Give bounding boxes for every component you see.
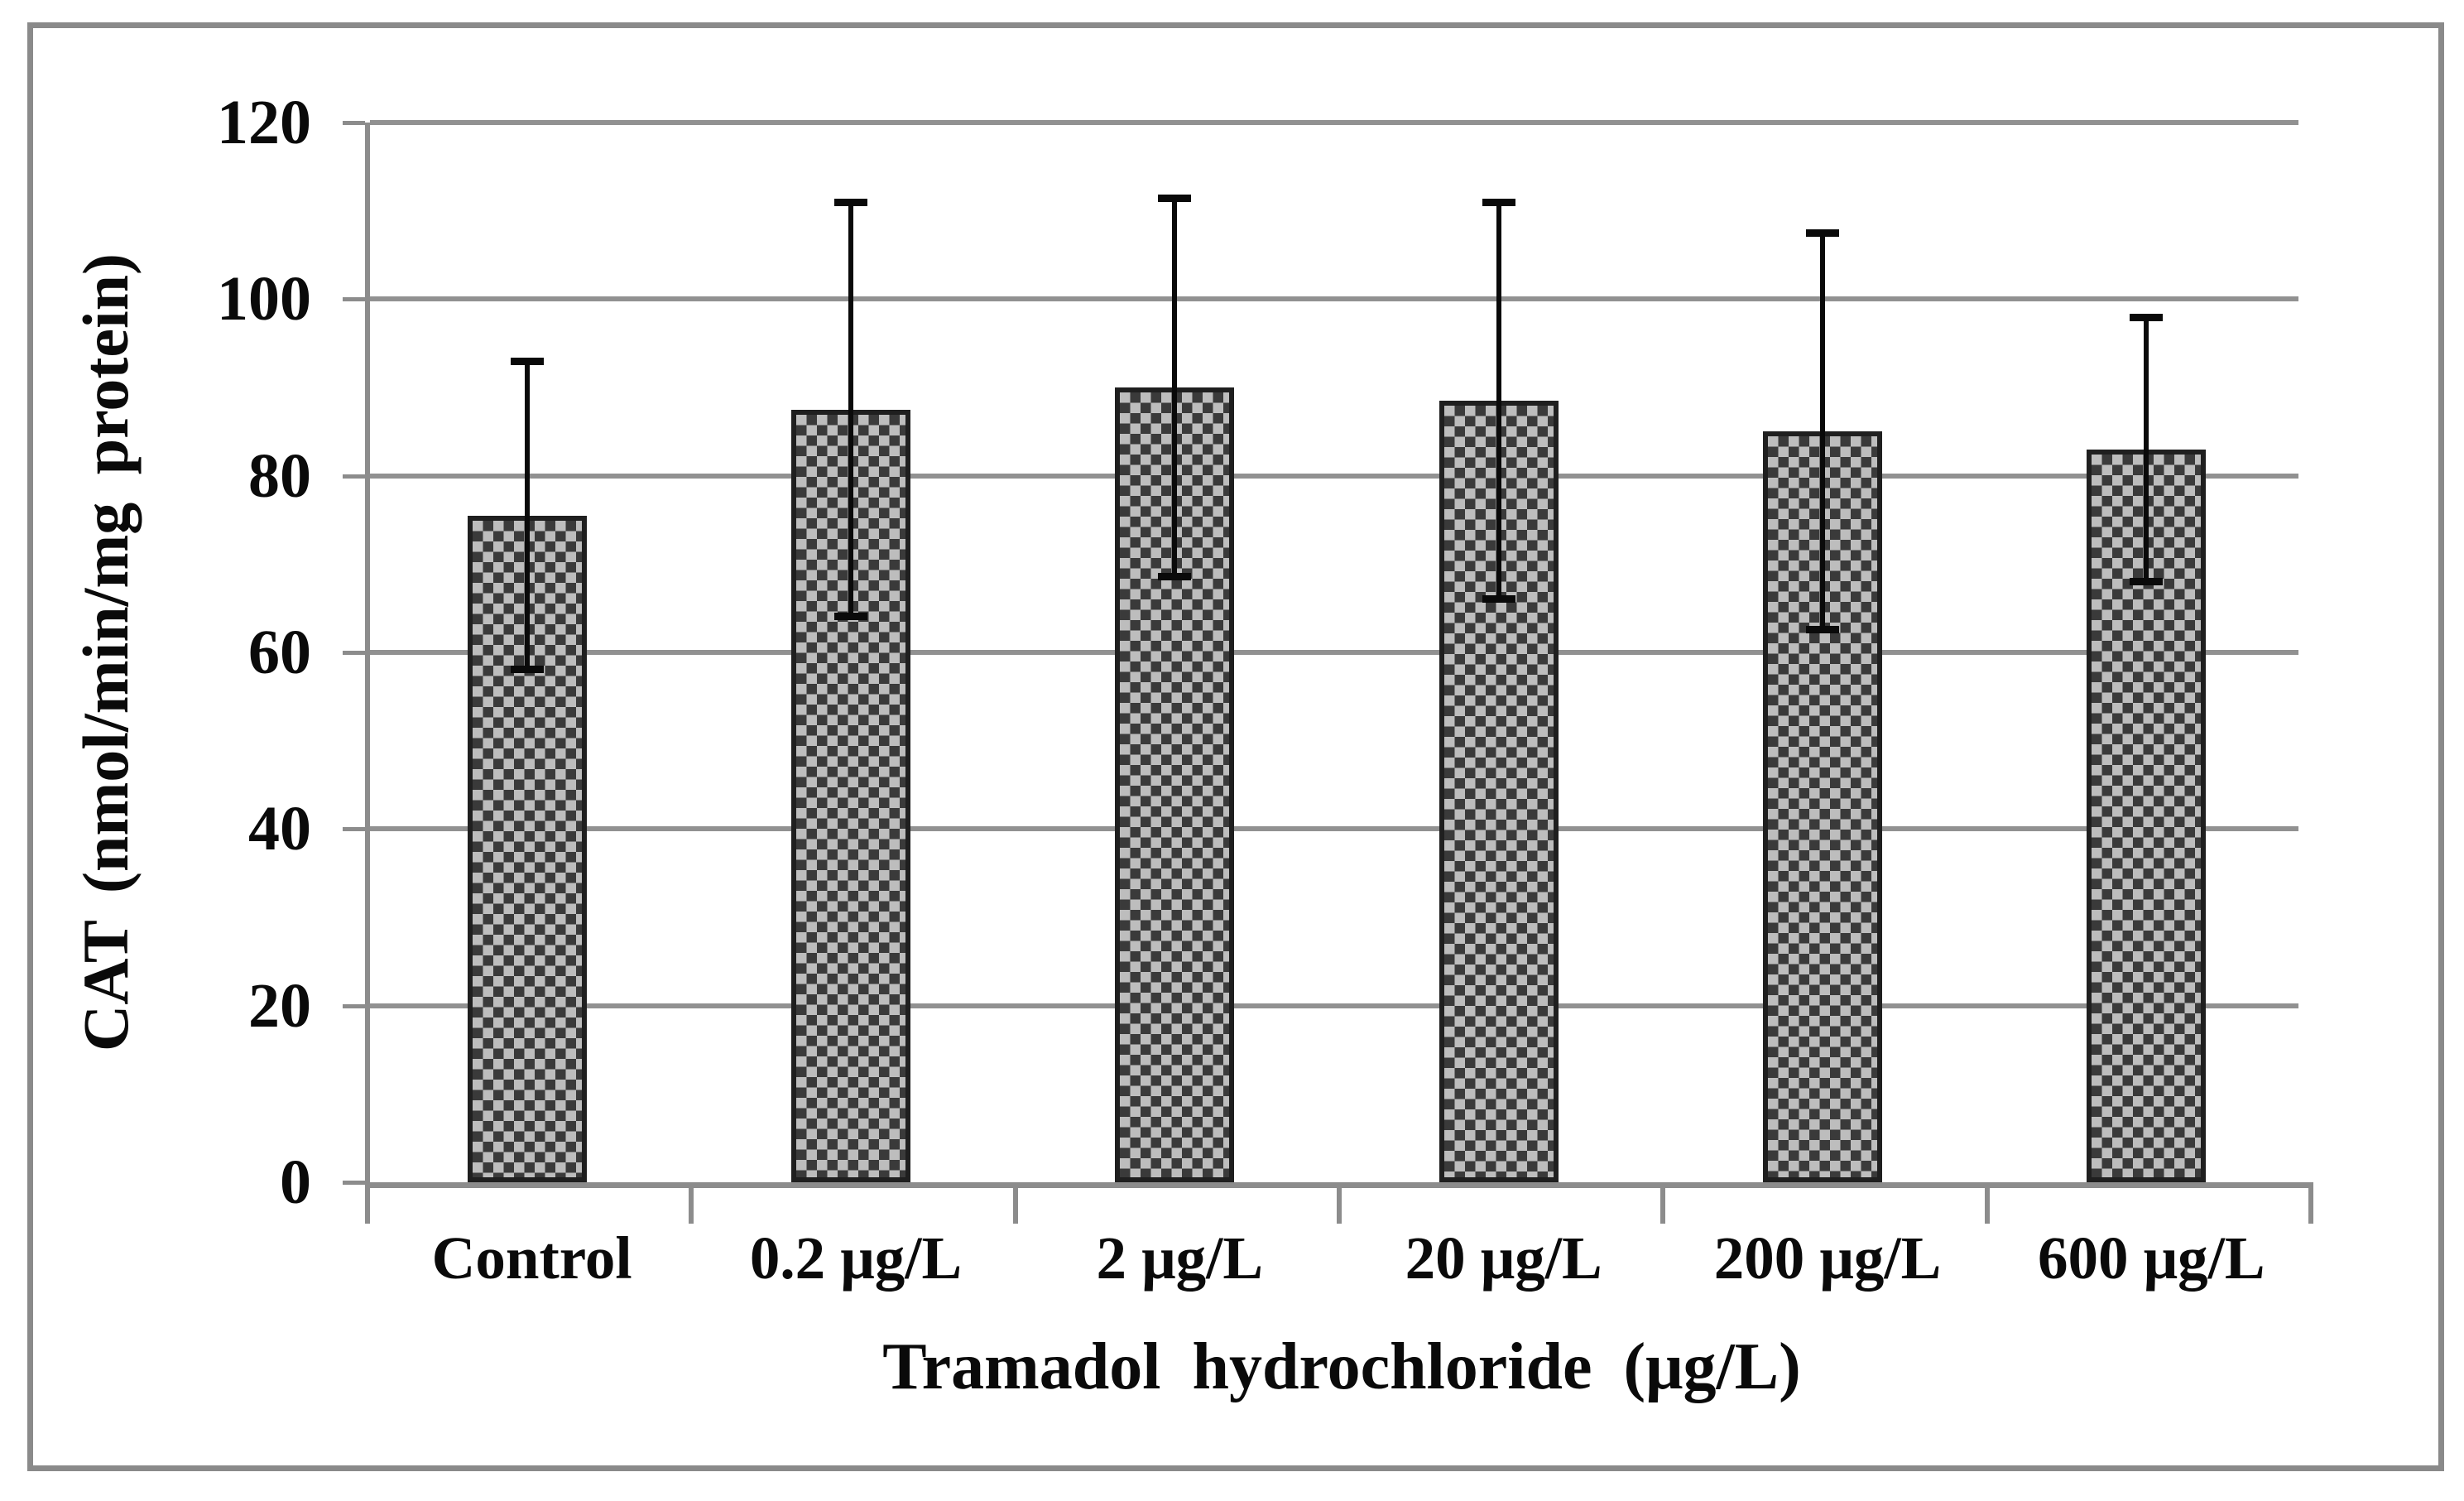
x-axis-tick-3 [1337, 1186, 1342, 1224]
error-bar-cap-top-600 μg/L [2130, 313, 2164, 321]
error-bar-line-600 μg/L [2144, 316, 2149, 582]
error-bar-cap-bottom-0.2 μg/L [834, 613, 867, 621]
error-bar-cap-top-2 μg/L [1158, 194, 1192, 202]
x-category-label-20 μg/L: 20 μg/L [1405, 1224, 1602, 1292]
x-axis-title: Tramadol hydrochloride (μg/L) [882, 1330, 1801, 1403]
y-tick-label-40: 40 [248, 794, 311, 864]
error-bar-cap-top-20 μg/L [1482, 199, 1515, 206]
figure-frame [27, 22, 2444, 1471]
gridline-y80 [370, 473, 2298, 479]
y-axis-tick-0 [343, 1181, 365, 1185]
plot-area [365, 120, 2313, 1188]
error-bar-cap-bottom-600 μg/L [2130, 577, 2164, 585]
x-axis-tick-0 [365, 1186, 370, 1224]
error-bar-cap-top-Control [510, 358, 544, 365]
error-bar-cap-bottom-2 μg/L [1158, 573, 1192, 581]
x-category-label-600 μg/L: 600 μg/L [2038, 1224, 2265, 1292]
gridline-y20 [370, 1003, 2298, 1008]
gridline-y40 [370, 826, 2298, 832]
x-category-label-0.2 μg/L: 0.2 μg/L [749, 1224, 963, 1292]
gridline-y120 [370, 120, 2298, 125]
x-category-label-2 μg/L: 2 μg/L [1096, 1224, 1264, 1292]
y-axis-tick-40 [343, 827, 365, 832]
y-axis-tick-100 [343, 297, 365, 302]
y-tick-label-20: 20 [248, 970, 311, 1041]
y-tick-label-0: 0 [280, 1147, 311, 1217]
y-axis-tick-80 [343, 474, 365, 479]
error-bar-cap-bottom-Control [510, 666, 544, 674]
x-axis-tick-2 [1012, 1186, 1018, 1224]
x-axis-tick-6 [2308, 1186, 2313, 1224]
x-axis-tick-4 [1660, 1186, 1666, 1224]
y-tick-label-80: 80 [248, 440, 311, 511]
error-bar-cap-bottom-20 μg/L [1482, 595, 1515, 603]
gridline-y100 [370, 296, 2298, 302]
y-tick-label-60: 60 [248, 618, 311, 687]
error-bar-line-Control [524, 361, 530, 671]
error-bar-line-2 μg/L [1172, 197, 1178, 578]
error-bar-line-20 μg/L [1496, 202, 1501, 599]
gridline-y60 [370, 650, 2298, 655]
x-axis-tick-5 [1984, 1186, 1990, 1224]
error-bar-cap-top-0.2 μg/L [834, 199, 867, 206]
x-category-label-Control: Control [431, 1224, 632, 1292]
x-category-label-200 μg/L: 200 μg/L [1713, 1224, 1942, 1292]
error-bar-line-0.2 μg/L [848, 202, 853, 618]
y-axis-tick-20 [343, 1003, 365, 1008]
error-bar-line-200 μg/L [1820, 233, 1825, 631]
y-axis-tick-60 [343, 651, 365, 655]
error-bar-cap-top-200 μg/L [1806, 229, 1839, 238]
y-tick-label-100: 100 [217, 264, 311, 334]
x-axis-tick-1 [689, 1186, 694, 1224]
y-axis-tick-120 [343, 121, 365, 125]
y-tick-label-120: 120 [217, 88, 311, 157]
error-bar-cap-bottom-200 μg/L [1806, 626, 1839, 634]
